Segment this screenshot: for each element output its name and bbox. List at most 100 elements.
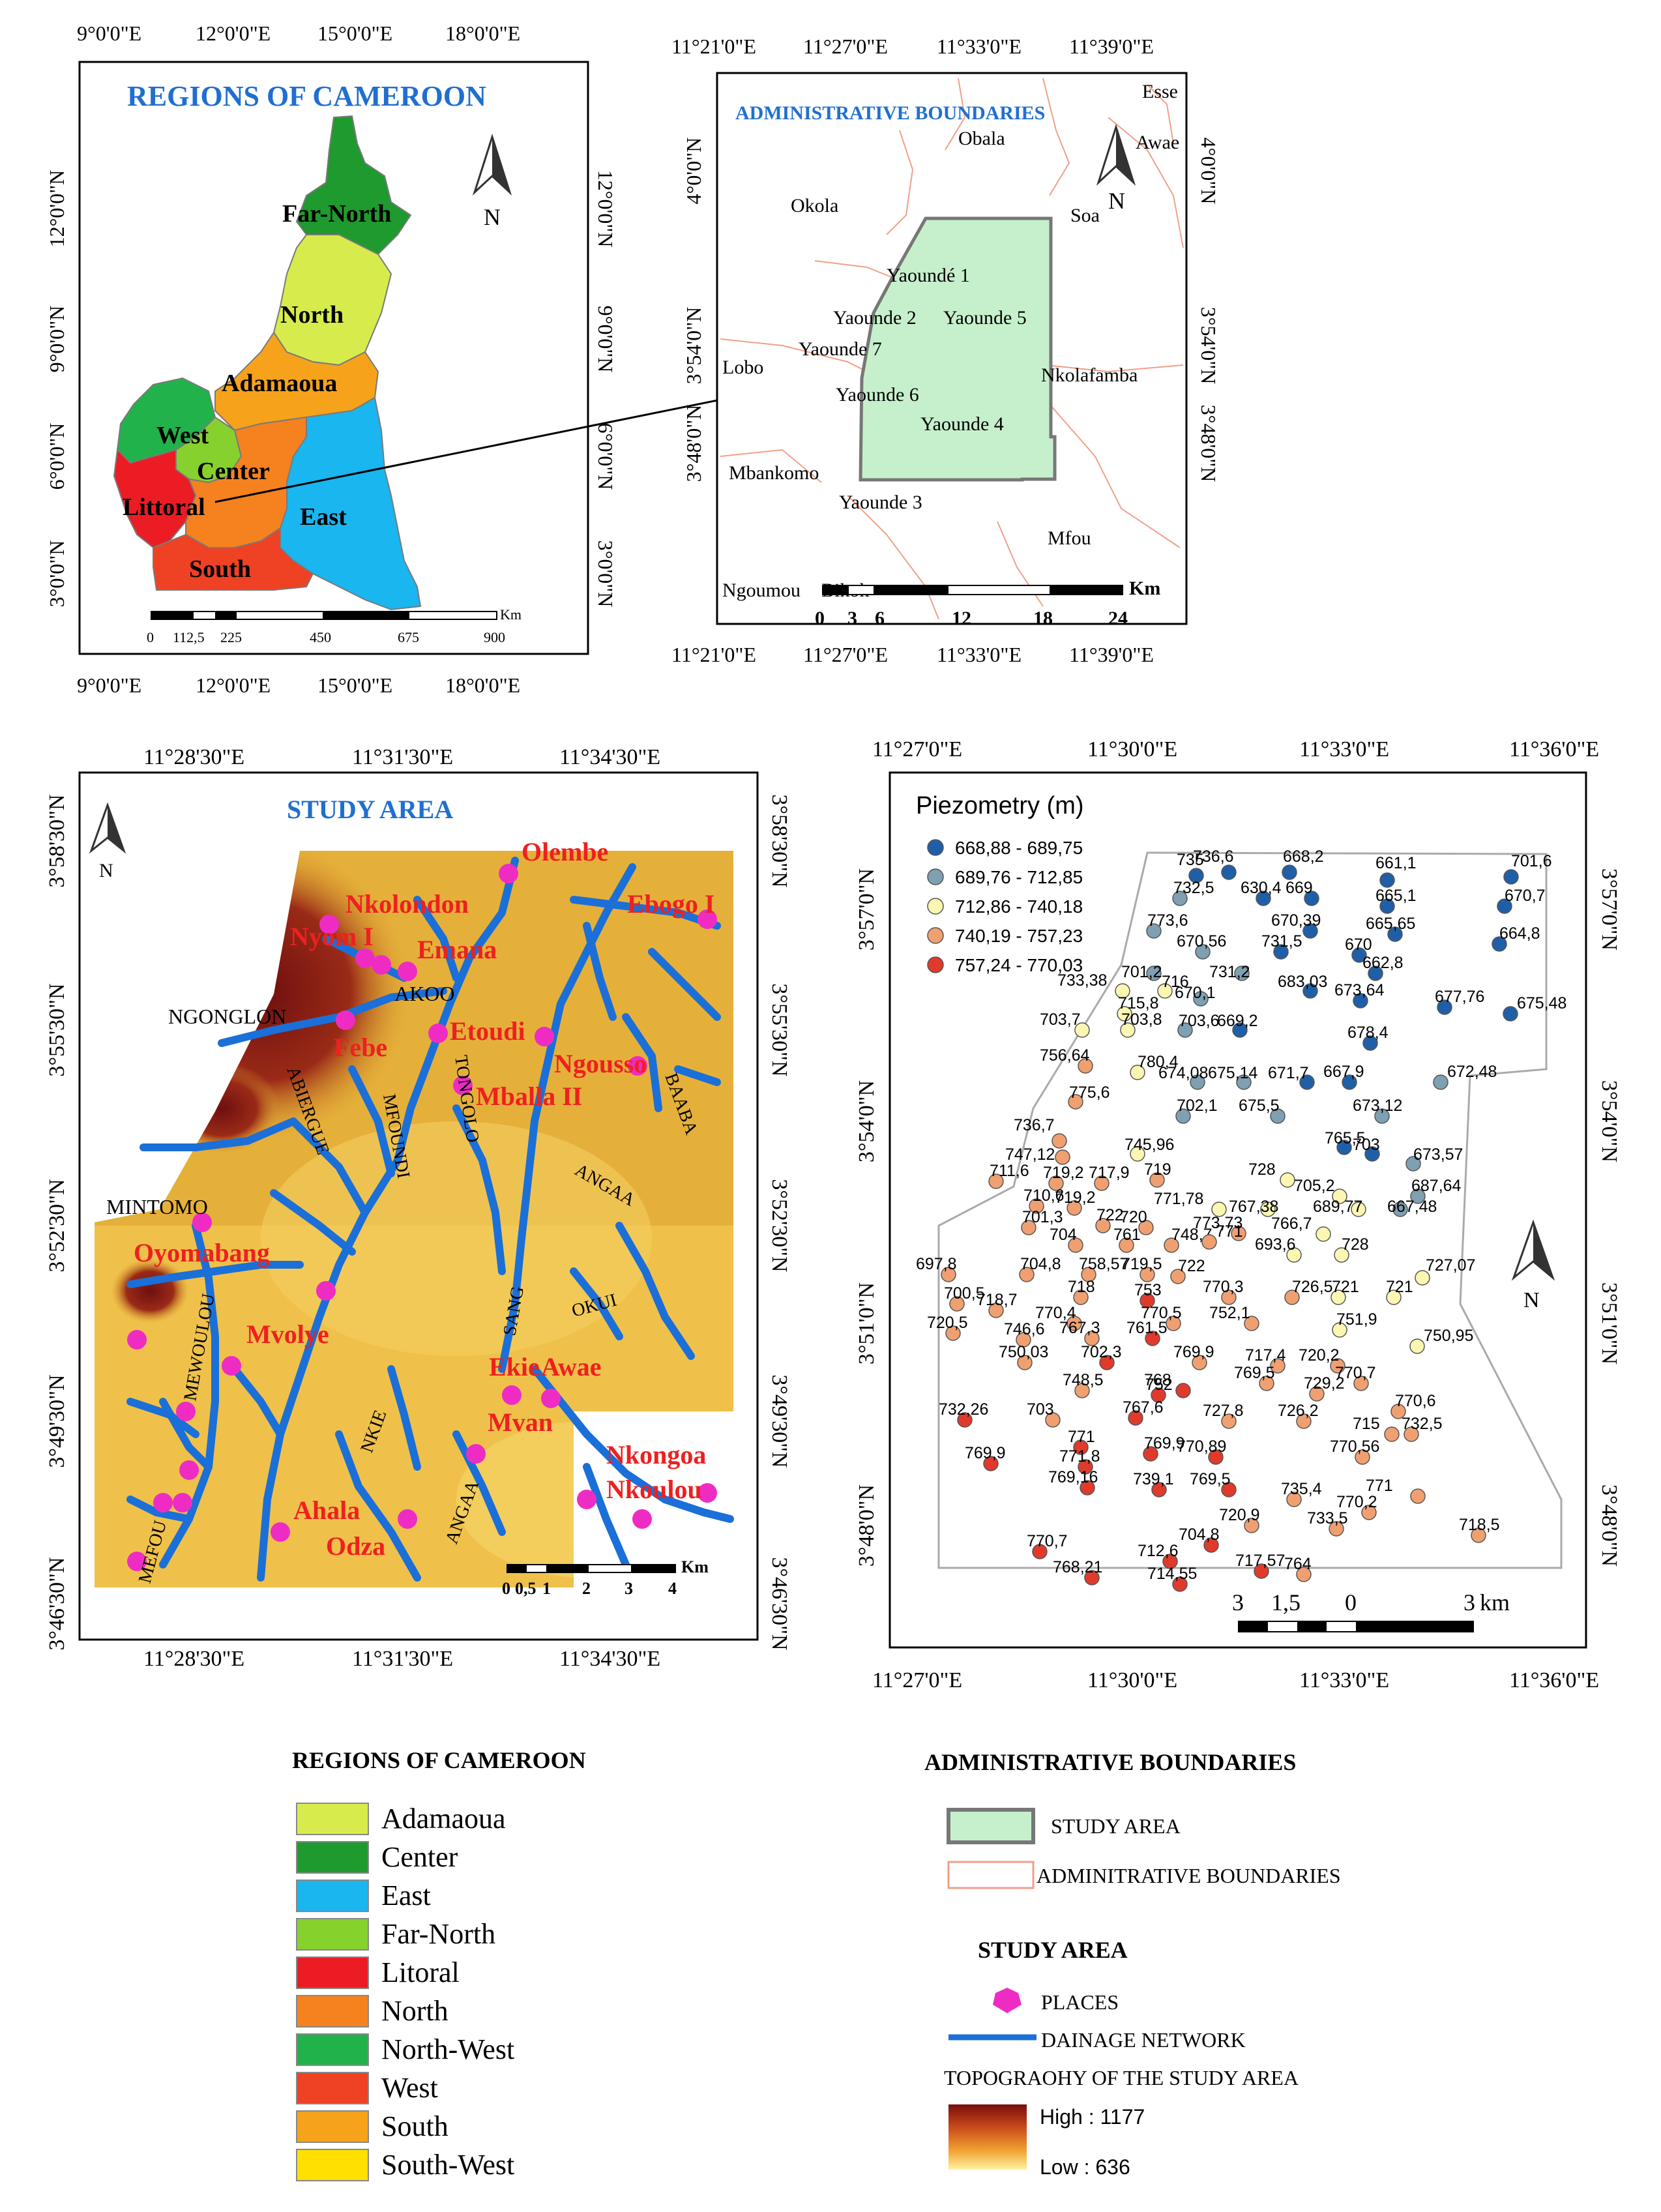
legend-admin: ADMINISTRATIVE BOUNDARIES STUDY AREA ADM… — [924, 1749, 1341, 1889]
well-value-label: 667,9 — [1323, 1063, 1364, 1081]
well-value-label: 670 — [1345, 936, 1372, 954]
admin-map-panel: ADMINISTRATIVE BOUNDARIES Esse Obala Awa… — [671, 35, 1220, 666]
well-value-label: 664,8 — [1499, 924, 1540, 943]
svg-text:Yaounde 5: Yaounde 5 — [943, 307, 1027, 329]
well-value-label: 767,3 — [1059, 1319, 1100, 1337]
well-value-label: 771 — [1216, 1222, 1243, 1241]
svg-text:Etoudi: Etoudi — [450, 1016, 525, 1046]
well-point — [1175, 1383, 1191, 1398]
svg-text:12°0'0"E: 12°0'0"E — [196, 673, 271, 697]
scale-bar: Km 0 112,5 225 450 675 900 — [147, 606, 522, 645]
svg-text:NGONGLON: NGONGLON — [168, 1005, 286, 1028]
well-value-label: 717,57 — [1235, 1552, 1285, 1570]
well-point — [1259, 1376, 1274, 1391]
well-point — [1286, 1247, 1302, 1263]
well-value-label: 704,8 — [1179, 1526, 1220, 1544]
well-point — [1081, 1267, 1096, 1282]
svg-text:0,5: 0,5 — [515, 1579, 537, 1598]
legend-boundary-swatch — [947, 1861, 1035, 1889]
svg-text:3°55'30"N: 3°55'30"N — [767, 983, 791, 1076]
svg-text:Nyom I: Nyom I — [290, 922, 374, 951]
svg-text:Odza: Odza — [326, 1531, 385, 1561]
well-value-label: 768 — [1144, 1371, 1171, 1389]
north-arrow: N — [1511, 1219, 1555, 1312]
svg-text:18°0'0"E: 18°0'0"E — [445, 673, 520, 697]
well-point — [1286, 1492, 1302, 1507]
svg-text:Ekie: Ekie — [489, 1352, 540, 1381]
legend-places-label: PLACES — [1041, 1990, 1119, 2014]
well-value-label: 700,5 — [944, 1284, 985, 1303]
legend-region-swatch — [296, 1956, 369, 1989]
piezometry-class-label: 668,88 - 689,75 — [955, 838, 1083, 858]
well-value-label: 773,73 — [1193, 1214, 1242, 1232]
well-point — [1379, 898, 1395, 914]
well-point — [1260, 1202, 1276, 1217]
svg-text:Ahala: Ahala — [293, 1496, 360, 1525]
legend-region-label: North — [381, 1995, 448, 2027]
study-map-title: STUDY AREA — [287, 795, 453, 824]
well-value-label: 766,7 — [1271, 1215, 1312, 1233]
well-point — [1078, 1459, 1093, 1475]
well-value-label: 718 — [1068, 1278, 1095, 1296]
well-value-label: 769,5 — [1190, 1470, 1231, 1488]
svg-text:11°21'0"E: 11°21'0"E — [671, 35, 756, 58]
well-point — [1175, 1108, 1191, 1124]
well-point — [1332, 1188, 1347, 1204]
legend-topo-low: Low : 636 — [1040, 2155, 1130, 2179]
well-point — [1304, 891, 1319, 906]
well-value-label: 701,6 — [1511, 852, 1552, 870]
well-value-label: 769,9 — [1173, 1343, 1214, 1361]
svg-text:Obala: Obala — [958, 128, 1005, 149]
well-point — [1151, 1387, 1166, 1403]
svg-text:Ngoumou: Ngoumou — [722, 580, 801, 601]
svg-text:N: N — [1523, 1288, 1540, 1312]
svg-text:6°0'0"N: 6°0'0"N — [45, 423, 68, 490]
region-label: North — [280, 301, 344, 329]
well-value-label: 775,6 — [1069, 1084, 1110, 1102]
well-value-label: 765,5 — [1325, 1129, 1366, 1147]
well-point — [1302, 923, 1318, 939]
piezometry-map-frame — [889, 771, 1587, 1649]
legend-study-area-swatch — [947, 1808, 1035, 1844]
well-point — [1078, 1058, 1093, 1074]
svg-text:11°27'0"E: 11°27'0"E — [872, 1668, 962, 1692]
well-point — [1094, 1175, 1110, 1191]
well-point — [1299, 1074, 1315, 1090]
svg-text:11°31'30"E: 11°31'30"E — [352, 1647, 453, 1671]
well-value-label: 720,9 — [1219, 1506, 1260, 1524]
well-value-label: 669 — [1286, 879, 1313, 897]
svg-text:3°0'0"N: 3°0'0"N — [45, 540, 68, 608]
well-point — [1284, 1290, 1300, 1305]
legend-places-symbol — [993, 1988, 1022, 2013]
region-label: Center — [197, 458, 270, 485]
svg-text:Nkolafamba: Nkolafamba — [1041, 364, 1138, 386]
well-value-label: 721 — [1386, 1278, 1413, 1296]
regions-labels: Far-North North Adamaoua West Center Lit… — [123, 200, 391, 583]
well-point — [1221, 1290, 1237, 1305]
well-value-label: 662,8 — [1362, 954, 1404, 972]
svg-text:15°0'0"E: 15°0'0"E — [317, 673, 392, 697]
well-point — [1208, 1449, 1224, 1465]
well-value-label: 736,7 — [1014, 1116, 1055, 1134]
well-value-label: 675,48 — [1517, 994, 1566, 1012]
svg-text:3°51'0"N: 3°51'0"N — [855, 1282, 879, 1364]
region-label: West — [156, 422, 209, 449]
well-point — [1362, 1035, 1378, 1051]
legend-region-label: South-West — [381, 2149, 514, 2181]
legend-region-label: East — [381, 1880, 431, 1911]
region-label: Far-North — [282, 200, 391, 228]
well-value-label: 728 — [1342, 1235, 1369, 1254]
well-point — [1016, 1332, 1031, 1348]
well-point — [1139, 1267, 1155, 1282]
well-value-label: 673,57 — [1413, 1145, 1463, 1164]
well-value-label: 732,26 — [939, 1400, 988, 1419]
well-point — [1234, 966, 1250, 981]
svg-text:Nkolondon: Nkolondon — [345, 889, 469, 919]
svg-text:11°33'0"E: 11°33'0"E — [1299, 1668, 1389, 1692]
well-value-label: 770,5 — [1141, 1304, 1182, 1322]
well-value-label: 770,89 — [1177, 1438, 1226, 1456]
well-value-label: 683,03 — [1278, 973, 1327, 991]
svg-text:3: 3 — [1232, 1589, 1244, 1615]
well-point — [1392, 1202, 1408, 1217]
piezometry-legend-title: Piezometry (m) — [916, 792, 1084, 819]
